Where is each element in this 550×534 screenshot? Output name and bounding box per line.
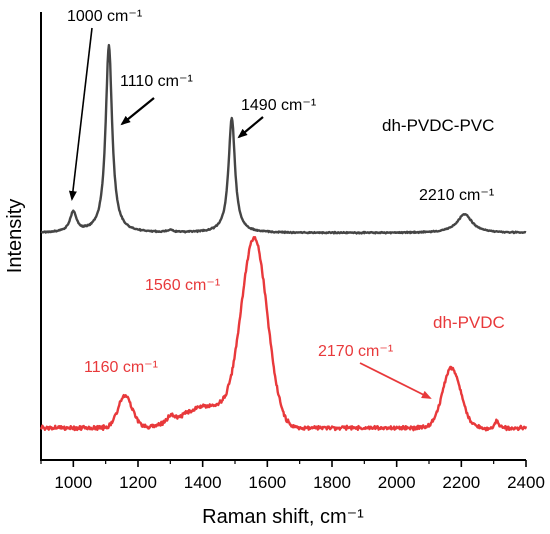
series-label-dh-pvdc-pvc: dh-PVDC-PVC <box>382 116 494 135</box>
x-tick-label-1200: 1200 <box>119 473 157 492</box>
x-tick-label-1000: 1000 <box>54 473 92 492</box>
annotation-1490: 1490 cm⁻¹ <box>241 97 316 114</box>
arrow-1000 <box>68 27 93 201</box>
annotation-1110: 1110 cm⁻¹ <box>120 73 193 90</box>
x-tick-label-2200: 2200 <box>442 473 480 492</box>
arrow-1490 <box>237 116 264 139</box>
annotation-1560: 1560 cm⁻¹ <box>145 277 220 294</box>
x-tick-label-1400: 1400 <box>184 473 222 492</box>
x-axis-label: Raman shift, cm⁻¹ <box>202 506 364 528</box>
arrow-2170 <box>359 362 432 399</box>
y-axis-label: Intensity <box>4 199 26 273</box>
annotation-1000: 1000 cm⁻¹ <box>67 8 142 25</box>
x-tick-label-1800: 1800 <box>313 473 351 492</box>
annotation-2170: 2170 cm⁻¹ <box>318 343 393 360</box>
annotation-1160: 1160 cm⁻¹ <box>84 359 158 376</box>
series-label-dh-pvdc: dh-PVDC <box>433 313 505 332</box>
series-line-dh-pvdc-pvc <box>40 43 527 235</box>
x-tick-label-2400: 2400 <box>507 473 545 492</box>
x-ticks <box>40 460 527 467</box>
arrow-1110 <box>120 97 155 126</box>
series-line-dh-pvdc <box>39 236 528 432</box>
x-tick-label-1600: 1600 <box>248 473 286 492</box>
annotation-2210: 2210 cm⁻¹ <box>419 187 494 204</box>
x-tick-label-2000: 2000 <box>378 473 416 492</box>
x-tick-labels: 1000 1200 1400 1600 1800 2000 2200 2400 <box>54 473 544 492</box>
